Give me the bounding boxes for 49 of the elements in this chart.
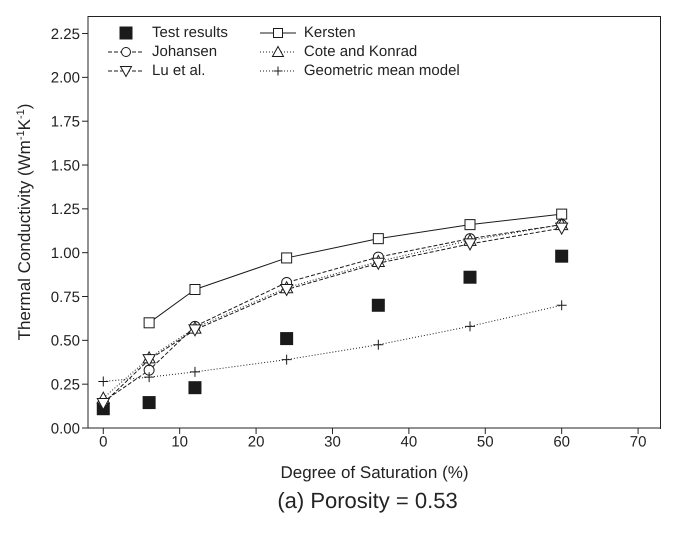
y-tick-label: 2.25	[50, 26, 80, 43]
y-tick-label: 1.00	[50, 245, 80, 262]
y-tick-label: 2.00	[50, 70, 80, 87]
point	[556, 300, 568, 311]
point	[144, 372, 155, 383]
legend-label: Lu et al.	[152, 62, 206, 79]
x-tick-label: 70	[630, 434, 646, 451]
point	[144, 317, 155, 328]
legend-label: Johansen	[152, 43, 218, 60]
point	[464, 320, 476, 332]
x-tick-label: 10	[171, 434, 188, 451]
point	[281, 354, 292, 366]
point	[372, 339, 384, 350]
y-tick-label: 1.75	[50, 114, 80, 131]
y-tick-label: 0.75	[50, 288, 80, 306]
point	[372, 233, 384, 244]
x-tick-label: 40	[400, 434, 418, 451]
point	[464, 238, 476, 250]
y-tick-label: 0.00	[50, 420, 80, 438]
point	[372, 298, 385, 312]
y-tick-label: 0.25	[50, 376, 80, 394]
text: (a) Porosity = 0.53	[276, 488, 459, 514]
point	[144, 364, 155, 376]
point	[188, 381, 202, 394]
point	[281, 252, 292, 264]
y-tick-label: 1.50	[50, 157, 80, 174]
x-tick-label: 20	[248, 434, 264, 451]
x-tick-label: 50	[476, 434, 494, 451]
y-tick-label: 1.25	[50, 201, 80, 218]
x-tick-label: 0	[99, 434, 108, 451]
point	[96, 398, 110, 410]
point	[555, 222, 568, 235]
legend-label: Geometric mean model	[304, 62, 460, 79]
x-tick-label: 60	[553, 434, 570, 451]
point	[189, 284, 200, 295]
point	[555, 250, 568, 263]
legend-label: Test results	[152, 24, 228, 41]
point	[98, 376, 109, 388]
point	[142, 396, 156, 410]
point	[280, 332, 294, 346]
x-tick-label: 30	[324, 434, 341, 451]
point	[464, 219, 476, 230]
legend-label: Kersten	[304, 24, 356, 41]
y-tick-label: 0.50	[50, 332, 80, 350]
legend-label: Cote and Konrad	[304, 43, 418, 60]
x-axis-title: Degree of Saturation (%)	[280, 463, 469, 482]
point	[189, 366, 200, 378]
point	[464, 270, 476, 284]
point	[556, 208, 568, 220]
